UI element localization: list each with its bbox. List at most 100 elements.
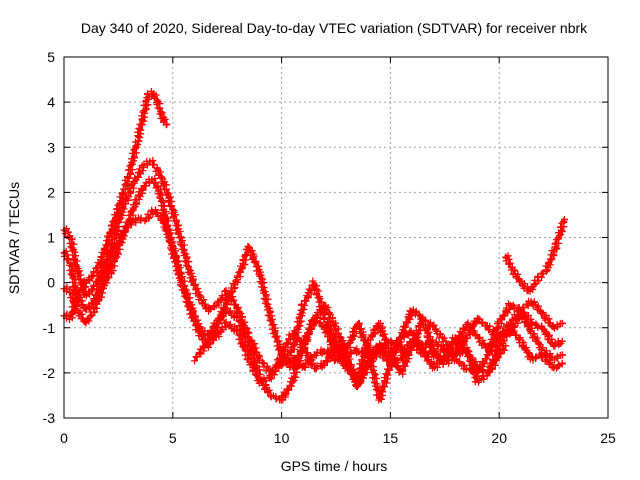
data-point	[137, 185, 145, 193]
data-point	[500, 346, 508, 354]
data-point	[98, 293, 105, 301]
data-point	[171, 258, 179, 266]
data-point	[131, 154, 139, 162]
data-point	[489, 356, 497, 364]
data-point	[356, 378, 364, 386]
data-point	[116, 215, 124, 223]
data-point	[469, 369, 477, 377]
data-point	[191, 357, 199, 365]
y-tick-label: -2	[43, 365, 56, 381]
data-point	[414, 333, 422, 341]
data-point	[226, 320, 234, 328]
data-point	[182, 298, 190, 306]
data-point	[233, 312, 241, 320]
data-point	[213, 319, 221, 327]
data-point	[244, 242, 252, 250]
series-5	[191, 242, 566, 390]
data-point	[166, 193, 174, 201]
data-point	[463, 348, 471, 356]
data-point	[502, 342, 510, 350]
data-point	[301, 341, 309, 348]
data-point	[472, 318, 480, 326]
data-point	[308, 317, 316, 325]
data-point	[109, 267, 117, 275]
data-point	[181, 257, 189, 265]
data-point	[174, 270, 182, 277]
x-tick-label: 5	[169, 430, 177, 446]
data-point	[85, 289, 92, 297]
data-point	[250, 258, 258, 266]
data-point	[334, 356, 342, 364]
data-point	[226, 307, 234, 315]
data-point	[229, 288, 237, 296]
data-point	[353, 345, 361, 353]
data-point	[359, 374, 367, 382]
data-point	[250, 349, 258, 357]
data-point	[339, 337, 347, 344]
data-point	[375, 319, 383, 327]
data-point	[103, 273, 111, 281]
data-point	[484, 367, 492, 375]
data-point	[224, 293, 232, 301]
data-point	[249, 254, 257, 262]
data-point	[215, 314, 223, 322]
data-point	[463, 335, 471, 343]
data-point	[479, 359, 487, 367]
data-point	[139, 186, 147, 194]
data-point	[538, 349, 546, 357]
data-point	[192, 353, 200, 361]
data-point	[440, 334, 448, 342]
data-point	[330, 321, 338, 329]
data-point	[102, 241, 110, 249]
data-point	[85, 303, 92, 311]
data-point	[481, 355, 489, 363]
data-point	[171, 217, 179, 225]
data-point	[190, 317, 197, 325]
data-point	[102, 264, 110, 272]
data-point	[558, 319, 566, 327]
data-point	[118, 190, 126, 198]
y-tick-label: 4	[47, 94, 55, 110]
data-point	[241, 261, 249, 269]
data-point	[283, 386, 291, 394]
data-point	[354, 348, 362, 356]
data-point	[251, 340, 259, 348]
data-point	[111, 232, 119, 240]
y-tick-label: 2	[47, 184, 55, 200]
data-point	[344, 357, 352, 365]
data-point	[233, 326, 241, 334]
data-point	[267, 375, 275, 383]
data-point	[288, 382, 296, 390]
data-point	[177, 240, 184, 248]
data-point	[98, 289, 106, 297]
data-point	[125, 220, 133, 228]
data-point	[308, 360, 316, 368]
data-point	[317, 299, 325, 306]
data-point	[157, 174, 165, 182]
data-point	[200, 296, 208, 304]
data-point	[530, 330, 538, 337]
data-point	[239, 342, 247, 350]
data-point	[553, 354, 561, 362]
data-point	[169, 246, 177, 254]
data-point	[190, 281, 197, 289]
data-point	[289, 378, 297, 386]
data-point	[78, 279, 86, 287]
data-point	[291, 355, 299, 363]
data-point	[195, 324, 203, 332]
data-point	[274, 346, 282, 354]
data-point	[530, 298, 538, 306]
data-point	[222, 286, 230, 294]
data-point	[478, 318, 486, 326]
data-point	[455, 358, 463, 366]
x-tick-label: 15	[383, 430, 399, 446]
data-point	[266, 307, 274, 315]
data-point	[205, 304, 213, 312]
data-point	[154, 182, 162, 190]
data-point	[118, 239, 126, 247]
data-point	[495, 345, 503, 353]
data-point	[464, 353, 472, 360]
data-point	[312, 365, 320, 373]
data-point	[426, 359, 434, 367]
